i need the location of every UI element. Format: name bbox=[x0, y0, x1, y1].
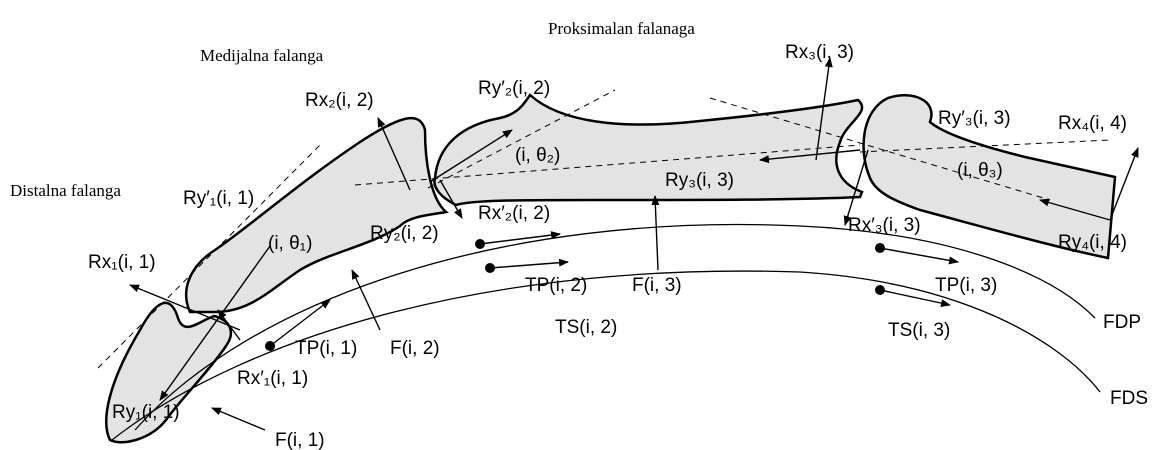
force-label: Rx₂(i, 2) bbox=[305, 90, 374, 111]
middle-phalanx bbox=[184, 116, 449, 314]
arrow bbox=[159, 245, 271, 401]
axis-line bbox=[427, 89, 616, 189]
proximal-phalanx bbox=[433, 93, 864, 207]
force-label: F(i, 1) bbox=[275, 430, 325, 450]
force-label: (i, θ₁) bbox=[268, 233, 312, 254]
phalanx-heading: Proksimalan falanaga bbox=[548, 19, 695, 38]
arrow bbox=[1039, 198, 1111, 221]
force-label: Rx₄(i, 4) bbox=[1058, 113, 1127, 134]
force-label: Ry₄(i, 4) bbox=[1058, 232, 1127, 253]
arrow bbox=[479, 231, 561, 245]
force-label: TS(i, 3) bbox=[888, 320, 950, 341]
arrow bbox=[879, 289, 951, 308]
force-label: TP(i, 1) bbox=[295, 338, 357, 359]
distal-phalanx bbox=[105, 301, 233, 444]
axis-line bbox=[354, 144, 861, 186]
arrow bbox=[1109, 147, 1139, 221]
insertions bbox=[265, 239, 885, 351]
arrow bbox=[429, 129, 513, 183]
force-label: TS(i, 2) bbox=[555, 317, 617, 338]
tendon-label: FDS bbox=[1110, 388, 1148, 409]
arrow bbox=[879, 247, 959, 265]
force-label: Ry′₃(i, 3) bbox=[938, 108, 1011, 129]
force-label: Ry′₁(i, 1) bbox=[183, 188, 254, 209]
tendons bbox=[111, 223, 1101, 441]
dot bbox=[485, 263, 495, 273]
force-label: Ry₁(i, 1) bbox=[112, 402, 180, 423]
axes bbox=[97, 89, 1111, 369]
force-label: Ry₂(i, 2) bbox=[370, 223, 439, 244]
metacarpal bbox=[862, 94, 1117, 260]
arrow bbox=[377, 117, 411, 191]
fdp-tendon bbox=[134, 223, 1096, 431]
arrow bbox=[351, 269, 381, 331]
force-label: Ry₃(i, 3) bbox=[665, 170, 734, 191]
force-label: (i, θ₃) bbox=[957, 160, 1003, 181]
dot bbox=[875, 243, 885, 253]
axis-line bbox=[97, 144, 321, 369]
arrow bbox=[651, 195, 660, 271]
forces bbox=[129, 57, 1139, 431]
bones bbox=[105, 93, 1117, 444]
force-label: Rx′₂(i, 2) bbox=[478, 203, 550, 224]
arrow bbox=[269, 299, 331, 347]
force-label: F(i, 2) bbox=[390, 338, 440, 359]
fds-tendon bbox=[111, 270, 1101, 441]
axis-line bbox=[859, 139, 1111, 153]
tendon-label: FDP bbox=[1103, 312, 1141, 333]
force-label: Rx′₁(i, 1) bbox=[237, 368, 308, 389]
dot bbox=[875, 285, 885, 295]
force-label: TP(i, 2) bbox=[525, 275, 587, 296]
force-label: Ry′₂(i, 2) bbox=[478, 78, 550, 99]
force-label: Rx₁(i, 1) bbox=[88, 252, 156, 273]
force-label: Rx₃(i, 3) bbox=[785, 42, 854, 63]
arrow bbox=[129, 284, 241, 331]
axis-line bbox=[709, 97, 1051, 201]
arrow bbox=[439, 179, 463, 219]
force-label: TP(i, 3) bbox=[935, 275, 997, 296]
arrow bbox=[211, 407, 266, 431]
arrow bbox=[843, 149, 869, 226]
phalanx-heading: Distalna falanga bbox=[10, 181, 121, 200]
arrow bbox=[217, 309, 241, 341]
force-label: F(i, 3) bbox=[632, 275, 682, 296]
force-label: Rx′₃(i, 3) bbox=[848, 215, 921, 236]
labels: Proksimalan falanaga Medijalna falanga Dis… bbox=[10, 19, 1148, 450]
dot bbox=[475, 239, 485, 249]
force-label: (i, θ₂) bbox=[515, 145, 560, 166]
arrow bbox=[759, 149, 861, 164]
arrow bbox=[815, 57, 833, 161]
arrow bbox=[489, 258, 569, 269]
phalanx-heading: Medijalna falanga bbox=[200, 46, 324, 65]
dot bbox=[265, 341, 275, 351]
